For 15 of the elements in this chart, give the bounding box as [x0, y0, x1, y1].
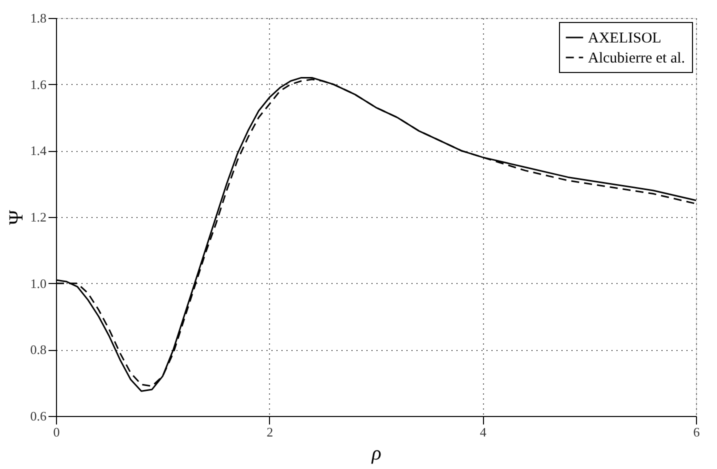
- x-tick-label: 0: [53, 424, 60, 440]
- x-axis-title: ρ: [370, 442, 382, 464]
- y-tick-label: 1.6: [30, 76, 47, 92]
- x-tick-label: 6: [693, 424, 700, 440]
- y-tick-label: 0.6: [30, 408, 47, 424]
- x-tick-label: 4: [480, 424, 487, 440]
- y-tick-label: 1.0: [30, 276, 46, 291]
- y-tick-label: 1.2: [30, 210, 46, 224]
- y-tick-label: 1.4: [30, 143, 47, 158]
- y-axis-title: Ψ: [5, 210, 28, 225]
- legend-label: Alcubierre et al.: [588, 50, 686, 66]
- legend-label: AXELISOL: [588, 30, 662, 46]
- y-tick-label: 1.8: [30, 10, 46, 26]
- y-tick-label: 0.8: [30, 342, 46, 358]
- x-tick-label: 2: [266, 424, 274, 440]
